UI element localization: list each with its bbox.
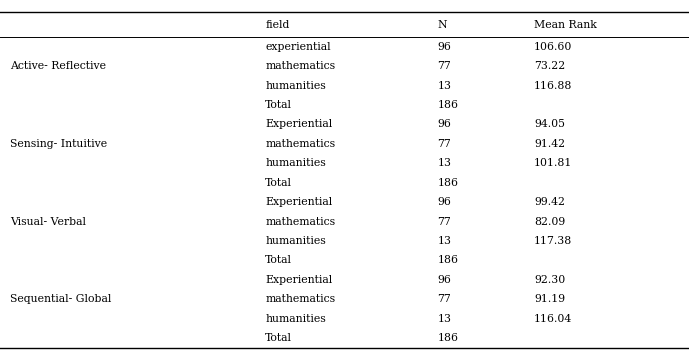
Text: 99.42: 99.42 bbox=[534, 197, 565, 207]
Text: 13: 13 bbox=[438, 313, 451, 324]
Text: Total: Total bbox=[265, 255, 292, 265]
Text: mathematics: mathematics bbox=[265, 216, 336, 227]
Text: 94.05: 94.05 bbox=[534, 119, 565, 130]
Text: Total: Total bbox=[265, 178, 292, 188]
Text: Sensing- Intuitive: Sensing- Intuitive bbox=[10, 139, 107, 149]
Text: Sequential- Global: Sequential- Global bbox=[10, 294, 112, 304]
Text: 117.38: 117.38 bbox=[534, 236, 573, 246]
Text: 96: 96 bbox=[438, 275, 451, 285]
Text: field: field bbox=[265, 20, 289, 30]
Text: Visual- Verbal: Visual- Verbal bbox=[10, 216, 86, 227]
Text: 96: 96 bbox=[438, 197, 451, 207]
Text: 91.42: 91.42 bbox=[534, 139, 565, 149]
Text: Experiential: Experiential bbox=[265, 275, 333, 285]
Text: mathematics: mathematics bbox=[265, 61, 336, 71]
Text: 186: 186 bbox=[438, 100, 458, 110]
Text: 96: 96 bbox=[438, 42, 451, 52]
Text: 186: 186 bbox=[438, 333, 458, 343]
Text: 13: 13 bbox=[438, 80, 451, 91]
Text: 186: 186 bbox=[438, 178, 458, 188]
Text: mathematics: mathematics bbox=[265, 139, 336, 149]
Text: 92.30: 92.30 bbox=[534, 275, 565, 285]
Text: Experiential: Experiential bbox=[265, 119, 333, 130]
Text: experiential: experiential bbox=[265, 42, 331, 52]
Text: 73.22: 73.22 bbox=[534, 61, 565, 71]
Text: 77: 77 bbox=[438, 216, 451, 227]
Text: 116.88: 116.88 bbox=[534, 80, 573, 91]
Text: 13: 13 bbox=[438, 158, 451, 168]
Text: Total: Total bbox=[265, 333, 292, 343]
Text: 101.81: 101.81 bbox=[534, 158, 573, 168]
Text: mathematics: mathematics bbox=[265, 294, 336, 304]
Text: 13: 13 bbox=[438, 236, 451, 246]
Text: 116.04: 116.04 bbox=[534, 313, 573, 324]
Text: 77: 77 bbox=[438, 61, 451, 71]
Text: Experiential: Experiential bbox=[265, 197, 333, 207]
Text: humanities: humanities bbox=[265, 158, 326, 168]
Text: 186: 186 bbox=[438, 255, 458, 265]
Text: humanities: humanities bbox=[265, 236, 326, 246]
Text: 77: 77 bbox=[438, 139, 451, 149]
Text: 82.09: 82.09 bbox=[534, 216, 565, 227]
Text: Active- Reflective: Active- Reflective bbox=[10, 61, 106, 71]
Text: Total: Total bbox=[265, 100, 292, 110]
Text: humanities: humanities bbox=[265, 80, 326, 91]
Text: 96: 96 bbox=[438, 119, 451, 130]
Text: Mean Rank: Mean Rank bbox=[534, 20, 597, 30]
Text: 91.19: 91.19 bbox=[534, 294, 565, 304]
Text: humanities: humanities bbox=[265, 313, 326, 324]
Text: N: N bbox=[438, 20, 447, 30]
Text: 77: 77 bbox=[438, 294, 451, 304]
Text: 106.60: 106.60 bbox=[534, 42, 573, 52]
